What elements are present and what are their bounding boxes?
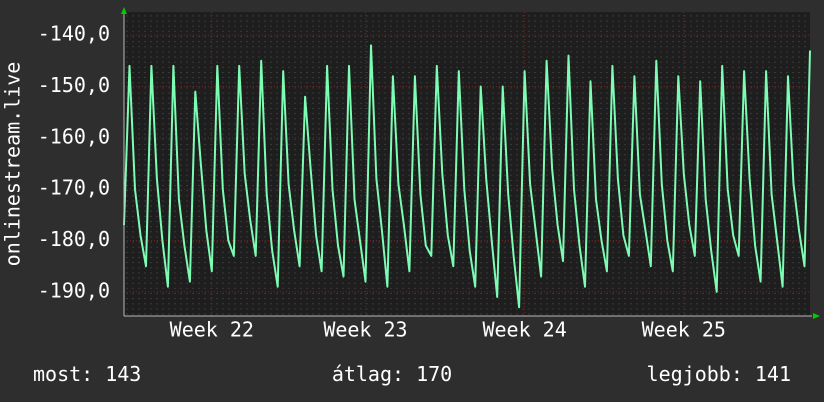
stat-value: 170 (416, 362, 452, 386)
stat: legjobb: 141 (647, 362, 791, 386)
y-tick-label: -190,0 (38, 278, 110, 302)
series-line (123, 44, 811, 309)
stat: átlag: 170 (332, 362, 452, 386)
y-tick-label: -160,0 (38, 124, 110, 148)
y-arrow (121, 7, 127, 14)
y-tick-label: -150,0 (38, 73, 110, 97)
stat: most: 143 (33, 362, 141, 386)
stat-label: átlag: (332, 362, 404, 386)
stat-label: most: (33, 362, 93, 386)
y-axis-label: onlinestream.live (1, 62, 25, 267)
stat-value: 141 (755, 362, 791, 386)
x-tick-label: Week 23 (323, 318, 407, 342)
y-tick-label: -170,0 (38, 176, 110, 200)
y-tick-label: -180,0 (38, 227, 110, 251)
stat-label: legjobb: (647, 362, 743, 386)
y-tick-label: -140,0 (38, 22, 110, 46)
x-arrow (813, 313, 820, 319)
x-tick-label: Week 24 (482, 318, 566, 342)
minor-grid (124, 12, 810, 316)
x-tick-label: Week 25 (642, 318, 726, 342)
stat-value: 143 (105, 362, 141, 386)
x-tick-label: Week 22 (170, 318, 254, 342)
